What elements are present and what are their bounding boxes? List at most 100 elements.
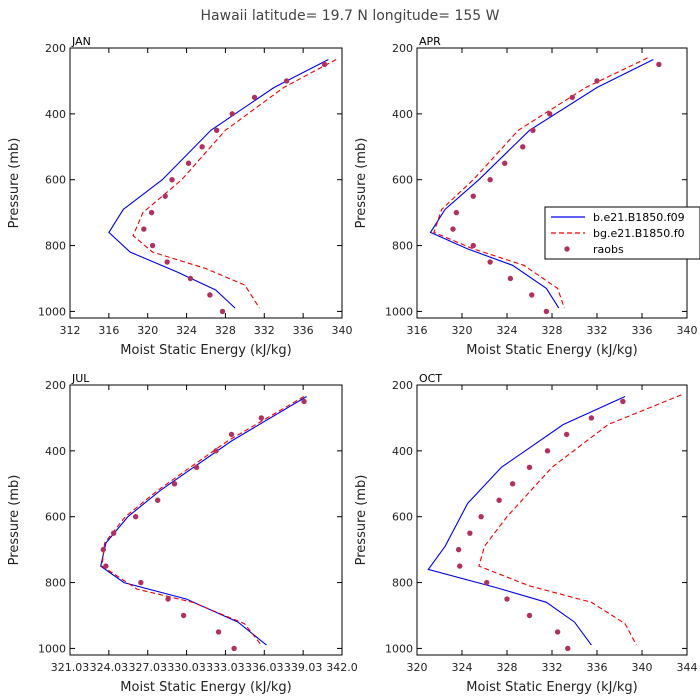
raobs-point — [467, 530, 473, 536]
raobs-point — [171, 481, 178, 487]
y-tick-label: 200 — [392, 379, 413, 392]
raobs-point — [193, 464, 200, 471]
series-line-bg — [101, 396, 305, 646]
raobs-point — [213, 127, 220, 134]
raobs-point — [453, 209, 460, 216]
x-tick-label: 332 — [542, 661, 563, 674]
x-tick-label: 332 — [587, 324, 608, 337]
raobs-point — [162, 193, 168, 199]
plot-frame — [416, 384, 688, 656]
x-tick-label: 336 — [632, 324, 653, 337]
y-tick-label: 400 — [45, 108, 66, 121]
raobs-point — [110, 530, 117, 536]
x-tick-label: 320 — [452, 324, 473, 337]
y-tick-label: 200 — [392, 42, 413, 55]
panel-title: JAN — [71, 35, 91, 48]
raobs-point — [207, 292, 213, 298]
x-tick-label: 321.03 — [51, 661, 90, 674]
x-tick-label: 340 — [677, 324, 698, 337]
raobs-point — [215, 629, 222, 635]
raobs-point — [554, 629, 561, 635]
raobs-point — [594, 78, 600, 84]
raobs-point — [231, 645, 237, 652]
raobs-point — [470, 242, 476, 249]
raobs-point — [484, 579, 490, 586]
x-tick-label: 327.03 — [128, 661, 167, 674]
legend-label: bg.e21.B1850.f0 — [593, 227, 685, 240]
y-tick-label: 1000 — [385, 305, 413, 318]
raobs-point — [547, 111, 553, 117]
figure-title: Hawaii latitude= 19.7 N longitude= 155 W — [201, 8, 500, 24]
x-tick-label: 336 — [293, 324, 314, 337]
y-tick-label: 400 — [392, 108, 413, 121]
raobs-point — [132, 514, 139, 520]
panel-title: JUL — [71, 372, 90, 385]
legend-marker — [564, 246, 570, 252]
raobs-point — [478, 514, 484, 520]
raobs-point — [228, 431, 235, 438]
series-line-b — [108, 59, 329, 309]
panel-title: APR — [419, 35, 441, 48]
x-tick-label: 336 — [587, 661, 608, 674]
x-axis-label: Moist Static Energy (kJ/kg) — [466, 680, 637, 695]
raobs-point — [301, 398, 307, 405]
raobs-point — [213, 448, 219, 454]
raobs-point — [450, 226, 456, 232]
raobs-point — [154, 497, 161, 503]
legend-label: raobs — [593, 243, 624, 256]
x-tick-label: 328 — [542, 324, 563, 337]
y-tick-label: 600 — [45, 174, 66, 187]
y-tick-label: 1000 — [38, 305, 66, 318]
x-tick-label: 340 — [632, 661, 653, 674]
series-line-bg — [132, 59, 337, 309]
x-tick-label: 333.03 — [206, 661, 245, 674]
raobs-point — [199, 144, 205, 150]
raobs-point — [526, 612, 533, 619]
chart-panel-jan: JAN 312 316 320 324 328 332 336 340 200 400 600 800 1… — [7, 35, 353, 358]
y-tick-label: 200 — [45, 42, 66, 55]
raobs-point — [588, 415, 595, 421]
y-axis-label: Pressure (mb) — [354, 475, 369, 566]
panel-title: OCT — [419, 372, 442, 385]
raobs-point — [543, 308, 550, 315]
raobs-point — [563, 431, 570, 438]
y-tick-label: 800 — [45, 240, 66, 253]
x-tick-label: 324.03 — [90, 661, 129, 674]
legend: b.e21.B1850.f09 bg.e21.B1850.f0 raobs — [544, 206, 700, 260]
x-tick-label: 332 — [254, 324, 275, 337]
y-axis-label: Pressure (mb) — [7, 475, 22, 566]
x-tick-label: 328 — [215, 324, 236, 337]
raobs-point — [487, 259, 493, 265]
raobs-point — [180, 612, 187, 619]
x-axis-label: Moist Static Energy (kJ/kg) — [466, 343, 637, 358]
plot-frame — [69, 47, 343, 319]
raobs-point — [187, 275, 194, 282]
series-line-b — [429, 59, 654, 309]
raobs-point — [507, 275, 514, 282]
y-tick-label: 600 — [392, 174, 413, 187]
raobs-point — [141, 226, 147, 232]
x-tick-label: 316 — [98, 324, 119, 337]
x-axis-label: Moist Static Energy (kJ/kg) — [120, 343, 291, 358]
raobs-point — [169, 177, 175, 183]
raobs-point — [258, 415, 265, 421]
plot-frame — [69, 384, 343, 656]
raobs-point — [530, 127, 536, 134]
raobs-point — [283, 78, 290, 84]
y-axis-label: Pressure (mb) — [7, 138, 22, 229]
raobs-point — [520, 144, 526, 150]
y-tick-label: 600 — [45, 511, 66, 524]
x-tick-label: 340 — [332, 324, 353, 337]
raobs-point — [321, 61, 328, 68]
raobs-point — [470, 193, 476, 199]
series-line-b — [427, 395, 626, 646]
x-tick-label: 344 — [677, 661, 698, 674]
x-tick-label: 336.03 — [245, 661, 284, 674]
x-tick-label: 330.03 — [167, 661, 206, 674]
y-tick-label: 400 — [392, 445, 413, 458]
plot-frame — [416, 47, 688, 319]
y-tick-label: 600 — [392, 511, 413, 524]
y-axis-label: Pressure (mb) — [354, 138, 369, 229]
raobs-point — [509, 481, 516, 487]
